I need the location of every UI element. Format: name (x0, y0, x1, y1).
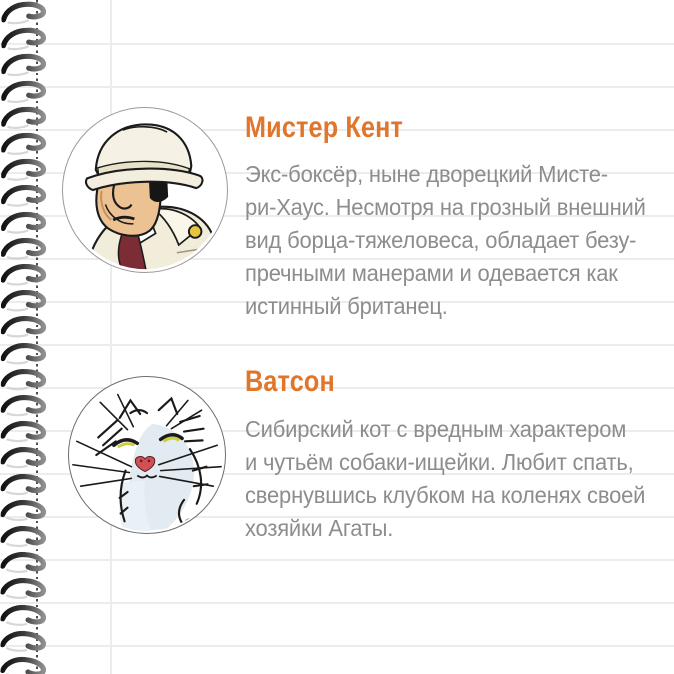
spiral-ring-icon (0, 498, 47, 523)
description-line: свернувшись клубком на коленях своей (245, 482, 646, 508)
spiral-ring-icon (1, 420, 48, 444)
spiral-ring-icon (0, 0, 48, 26)
spiral-ring-icon (0, 106, 47, 130)
spiral-ring-icon (0, 26, 48, 52)
spiral-binding (1, 0, 51, 674)
spiral-ring-icon (1, 132, 48, 156)
spiral-ring-icon (0, 79, 47, 104)
butler-portrait (62, 107, 228, 273)
spiral-ring-icon (1, 158, 48, 182)
description-line: Сибирский кот с вредным характером (245, 416, 627, 442)
spiral-ring-icon (1, 211, 47, 234)
spiral-ring-icon (0, 472, 47, 497)
butler-portrait-illustration (65, 110, 225, 270)
description-line: ри-Хаус. Несмотря на грозный внешний (245, 194, 646, 220)
perforation-dotted-line (36, 0, 38, 674)
spiral-ring-icon (1, 185, 48, 208)
cat-portrait-illustration (70, 378, 224, 532)
spiral-ring-icon (1, 368, 48, 391)
profile-name-watson: Ватсон (245, 365, 335, 398)
spiral-ring-icon (0, 446, 47, 471)
profile-description-kent: Экс-боксёр, ныне дворецкий Мисте- ри-Хау… (245, 158, 665, 323)
spiral-ring-icon (1, 238, 47, 261)
profile-name-kent: Мистер Кент (245, 111, 404, 144)
spiral-ring-icon (0, 53, 47, 78)
spiral-ring-icon (0, 602, 48, 629)
spiral-ring-icon (0, 576, 48, 602)
description-line: хозяйки Агаты. (245, 515, 394, 541)
spiral-ring-icon (1, 264, 47, 286)
spiral-ring-icon (0, 524, 48, 550)
spiral-ring-icon (1, 290, 47, 312)
spiral-ring-icon (0, 550, 48, 576)
description-line: пречными манерами и одевается как (245, 260, 618, 286)
description-line: вид борца-тяжеловеса, обладает безу- (245, 227, 637, 253)
description-line: истинный британец. (245, 293, 448, 319)
spiral-ring-icon (1, 316, 47, 339)
spiral-ring-icon (0, 628, 48, 655)
spiral-ring-icon (1, 394, 48, 418)
spiral-ring-icon (0, 654, 48, 674)
cat-portrait (68, 376, 226, 534)
spiral-ring-icon (1, 342, 47, 365)
margin-line (110, 0, 112, 674)
profile-description-watson: Сибирский кот с вредным характером и чут… (245, 413, 665, 545)
description-line: Экс-боксёр, ныне дворецкий Мисте- (245, 161, 608, 187)
description-line: и чутьём собаки-ищейки. Любит спать, (245, 449, 634, 475)
